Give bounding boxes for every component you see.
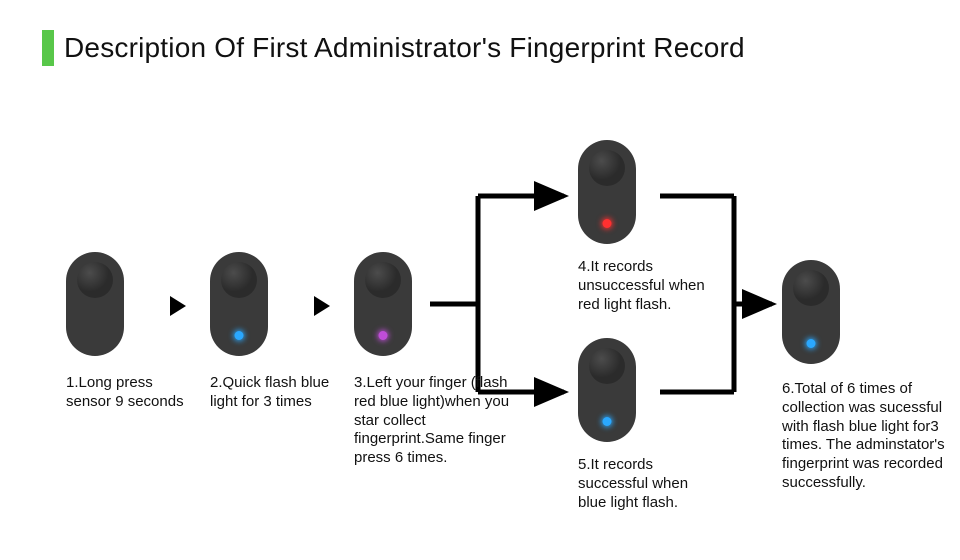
step-label-6: 6.Total of 6 times of collection was suc… — [782, 380, 958, 493]
fingerprint-device — [782, 260, 840, 364]
fingerprint-device — [578, 140, 636, 244]
fingerprint-device — [210, 252, 268, 356]
diagram-root: Description Of First Administrator's Fin… — [0, 0, 960, 560]
device-sensor — [589, 348, 625, 384]
device-sensor — [77, 262, 113, 298]
device-sensor — [589, 150, 625, 186]
device-led-none — [91, 331, 100, 340]
title-accent — [42, 30, 54, 66]
page-title: Description Of First Administrator's Fin… — [64, 32, 745, 64]
step-label-3: 3.Left your finger (flash red blue light… — [354, 374, 514, 468]
fingerprint-device — [578, 338, 636, 442]
fingerprint-device — [66, 252, 124, 356]
arrow-tri-2 — [314, 296, 330, 316]
step-4 — [578, 140, 718, 244]
arrow-tri-1 — [170, 296, 186, 316]
step-label-5: 5.It records successful when blue light … — [578, 456, 718, 512]
device-led-blue — [235, 331, 244, 340]
fingerprint-device — [354, 252, 412, 356]
step-3 — [354, 252, 514, 356]
device-led-blue — [807, 339, 816, 348]
device-sensor — [365, 262, 401, 298]
device-led-purple — [379, 331, 388, 340]
step-5 — [578, 338, 718, 442]
device-led-red — [603, 219, 612, 228]
device-sensor — [221, 262, 257, 298]
step-label-1: 1.Long press sensor 9 seconds — [66, 374, 194, 412]
step-label-2: 2.Quick flash blue light for 3 times — [210, 374, 338, 412]
step-label-4: 4.It records unsuccessful when red light… — [578, 258, 718, 314]
device-led-blue — [603, 417, 612, 426]
title-bar: Description Of First Administrator's Fin… — [42, 30, 745, 66]
device-sensor — [793, 270, 829, 306]
step-6 — [782, 260, 958, 364]
